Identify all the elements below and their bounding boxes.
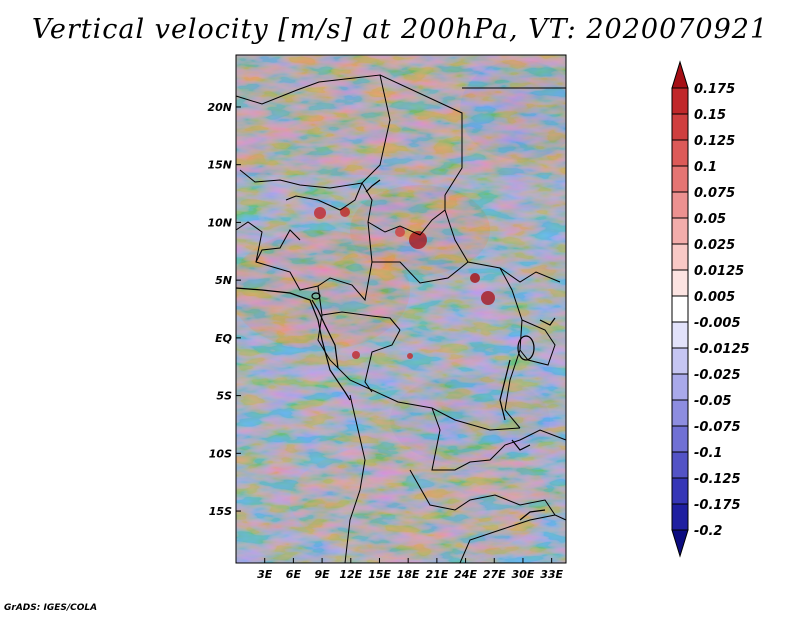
grads-credit: GrADS: IGES/COLA	[4, 603, 98, 613]
colorbar-swatch	[671, 347, 689, 375]
colorbar-swatch	[671, 113, 689, 141]
lat-tick-label: 15N	[207, 159, 232, 172]
colorbar-level-label: -0.1	[694, 446, 722, 461]
colorbar-swatch	[671, 399, 689, 427]
lon-tick-label: 12E	[339, 568, 362, 581]
colorbar-level-label: -0.025	[694, 368, 741, 383]
colorbar: 0.175 0.15 0.125 0.1 0.075 0.05 0.025 0.0125 0.0…	[671, 60, 750, 558]
colorbar-level-label: -0.075	[694, 420, 741, 435]
colorbar-level-label: 0.025	[694, 238, 735, 253]
colorbar-swatch	[671, 503, 689, 531]
lat-tick-label: 10S	[209, 447, 232, 460]
coastlines	[235, 179, 556, 521]
lon-tick-label: 9E	[315, 568, 331, 581]
colorbar-level-label: -0.0125	[694, 342, 750, 357]
lat-tick-label: 10N	[207, 216, 232, 229]
colorbar-level-label: -0.125	[694, 472, 741, 487]
lat-tick-label: 5S	[216, 390, 232, 403]
plot-frame	[235, 54, 567, 564]
colorbar-level-label: 0.075	[694, 186, 735, 201]
colorbar-level-label: -0.175	[694, 498, 741, 513]
colorbar-level-label: 0.05	[694, 212, 726, 227]
colorbar-swatch	[671, 477, 689, 505]
colorbar-swatch	[671, 165, 689, 193]
axes: 3E 6E 9E 12E 15E 18E 21E 24E 27E 30E 33E 20N 15N 10N 5…	[207, 101, 563, 581]
colorbar-level-label: -0.2	[694, 524, 722, 539]
lat-tick-label: 20N	[207, 101, 232, 114]
map-title: Vertical velocity [m/s] at 200hPa, VT: 2…	[31, 14, 769, 45]
lat-tick-label: EQ	[215, 332, 232, 345]
lat-tick-label: 5N	[215, 274, 232, 287]
colorbar-swatch	[671, 425, 689, 453]
colorbar-swatch	[671, 243, 689, 271]
lon-tick-label: 30E	[512, 568, 535, 581]
lon-tick-label: 27E	[483, 568, 506, 581]
colorbar-max-arrow	[671, 60, 689, 89]
lon-tick-label: 15E	[368, 568, 391, 581]
colorbar-swatch	[671, 217, 689, 245]
vertical-velocity-field	[236, 55, 566, 563]
lat-tick-label: 15S	[209, 505, 232, 518]
colorbar-level-label: 0.15	[694, 108, 726, 123]
colorbar-level-label: 0.005	[694, 290, 735, 305]
colorbar-swatch	[671, 87, 689, 115]
colorbar-level-label: 0.125	[694, 134, 735, 149]
colorbar-swatch	[671, 321, 689, 349]
colorbar-swatch	[671, 269, 689, 297]
colorbar-level-label: -0.05	[694, 394, 731, 409]
lon-tick-label: 21E	[425, 568, 448, 581]
colorbar-swatch	[671, 373, 689, 401]
colorbar-min-arrow	[671, 529, 689, 558]
colorbar-swatch	[671, 295, 689, 323]
colorbar-level-label: 0.1	[694, 160, 717, 175]
lon-tick-label: 33E	[540, 568, 563, 581]
lon-tick-label: 3E	[257, 568, 273, 581]
colorbar-swatch	[671, 139, 689, 167]
colorbar-swatch	[671, 451, 689, 479]
colorbar-swatch	[671, 191, 689, 219]
colorbar-level-label: -0.005	[694, 316, 741, 331]
lon-tick-label: 18E	[397, 568, 420, 581]
colorbar-level-label: 0.0125	[694, 264, 744, 279]
lon-tick-label: 24E	[454, 568, 477, 581]
country-boundaries	[235, 74, 567, 564]
lon-tick-label: 6E	[286, 568, 302, 581]
colorbar-level-label: 0.175	[694, 82, 735, 97]
